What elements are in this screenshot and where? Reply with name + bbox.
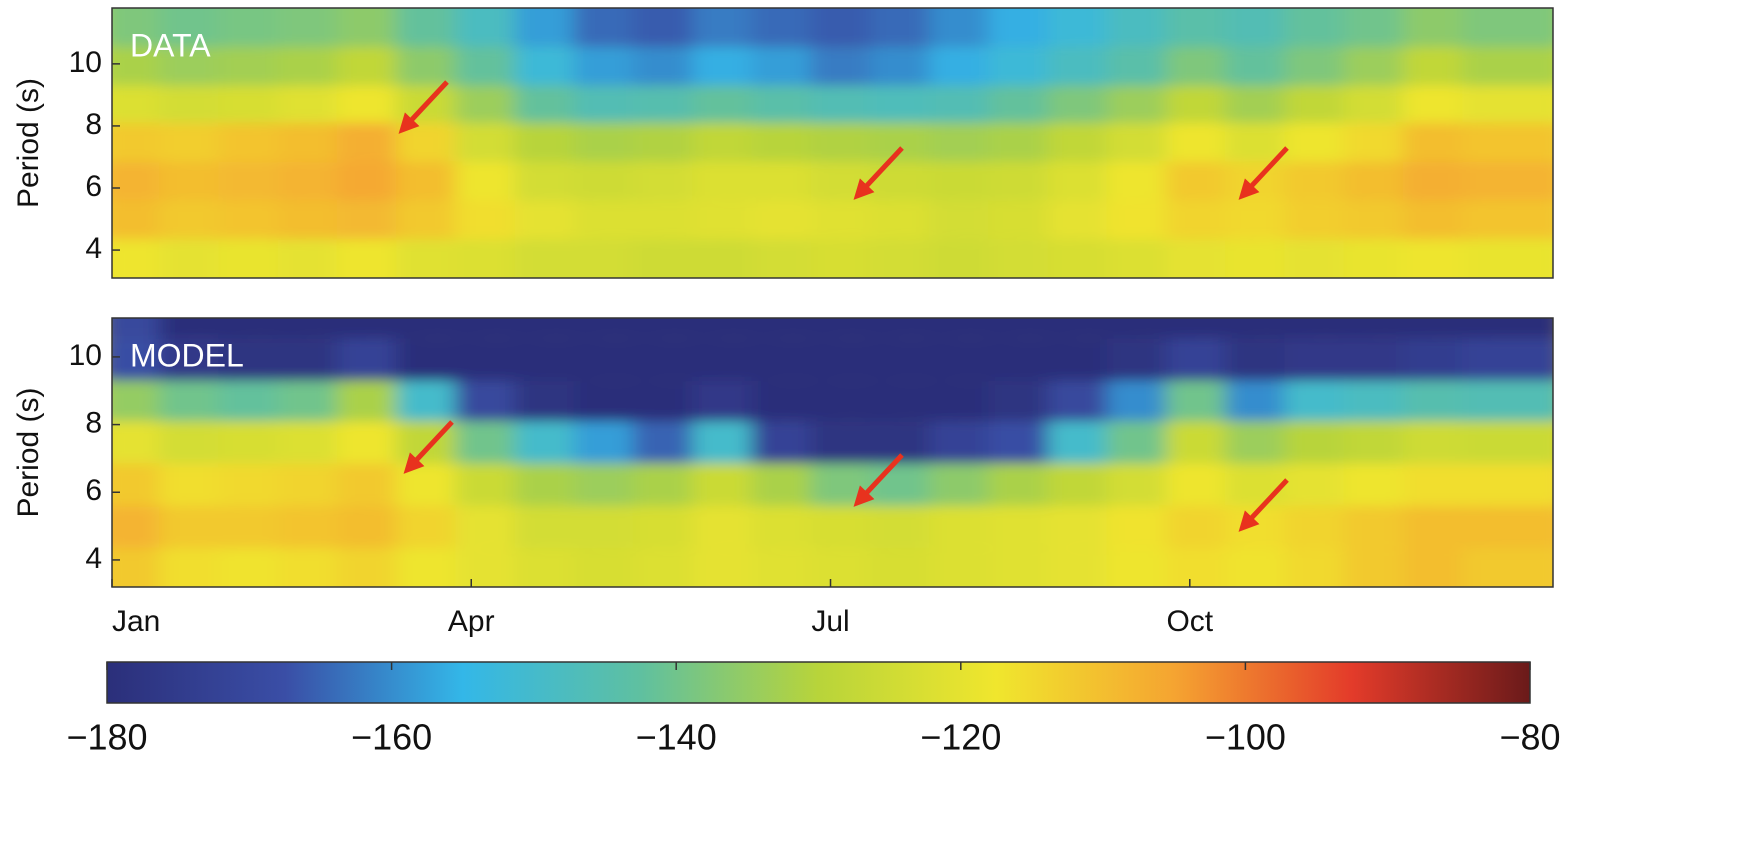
- colorbar: [106, 661, 1531, 704]
- cell: [1462, 239, 1553, 278]
- y-tick-label: 4: [85, 542, 102, 575]
- cell: [1462, 161, 1553, 201]
- cell: [1462, 85, 1553, 123]
- colorbar-tick-label: −140: [636, 717, 717, 758]
- y-tick-label: 10: [69, 339, 102, 372]
- cell: [1462, 338, 1553, 381]
- colorbar-tick-label: −180: [66, 717, 147, 758]
- plot-frame: [111, 317, 1554, 588]
- cells: [112, 318, 1553, 587]
- y-tick-label: 4: [85, 232, 102, 265]
- x-tick-label: Oct: [1166, 605, 1213, 638]
- colorbar-tick-label: −100: [1205, 717, 1286, 758]
- cell: [1462, 46, 1553, 86]
- arrow: [853, 453, 904, 507]
- annotation: MODEL: [130, 337, 244, 373]
- annotation: DATA: [130, 27, 211, 63]
- cells: [112, 8, 1553, 278]
- colorbar-tick-label: −120: [920, 717, 1001, 758]
- cell: [1462, 122, 1553, 162]
- y-axis-label: Period (s): [12, 78, 45, 208]
- arrow: [398, 80, 449, 134]
- heatmap: [112, 8, 1553, 278]
- arrow: [1238, 478, 1289, 532]
- arrows: [398, 80, 1289, 532]
- colorbar-tick-label: −160: [351, 717, 432, 758]
- arrow: [853, 146, 904, 200]
- cell: [1462, 548, 1553, 587]
- x-tick-label: Apr: [448, 605, 495, 638]
- cell: [1462, 8, 1553, 47]
- colorbar-tick-label: −80: [1499, 717, 1560, 758]
- arrow: [403, 420, 454, 474]
- cell: [1462, 200, 1553, 240]
- cell: [1462, 505, 1553, 549]
- plot-frame: [111, 7, 1554, 279]
- y-tick-label: 6: [85, 170, 102, 203]
- cell: [1462, 380, 1553, 422]
- y-tick-label: 10: [69, 46, 102, 79]
- y-tick-label: 6: [85, 474, 102, 507]
- cell: [1462, 318, 1553, 339]
- x-tick-label: Jan: [112, 605, 160, 638]
- plots: 4 6 8 10 Period (s) DATA 4 6 8 10 Jan Apr Jul Oct Peri…: [12, 7, 1561, 758]
- heatmap: [112, 318, 1553, 587]
- y-tick-label: 8: [85, 108, 102, 141]
- cell: [1462, 463, 1553, 506]
- y-axis-label: Period (s): [12, 387, 45, 517]
- cell: [1462, 421, 1553, 464]
- y-tick-label: 8: [85, 407, 102, 440]
- x-tick-label: Jul: [811, 605, 849, 638]
- arrow: [1238, 146, 1289, 200]
